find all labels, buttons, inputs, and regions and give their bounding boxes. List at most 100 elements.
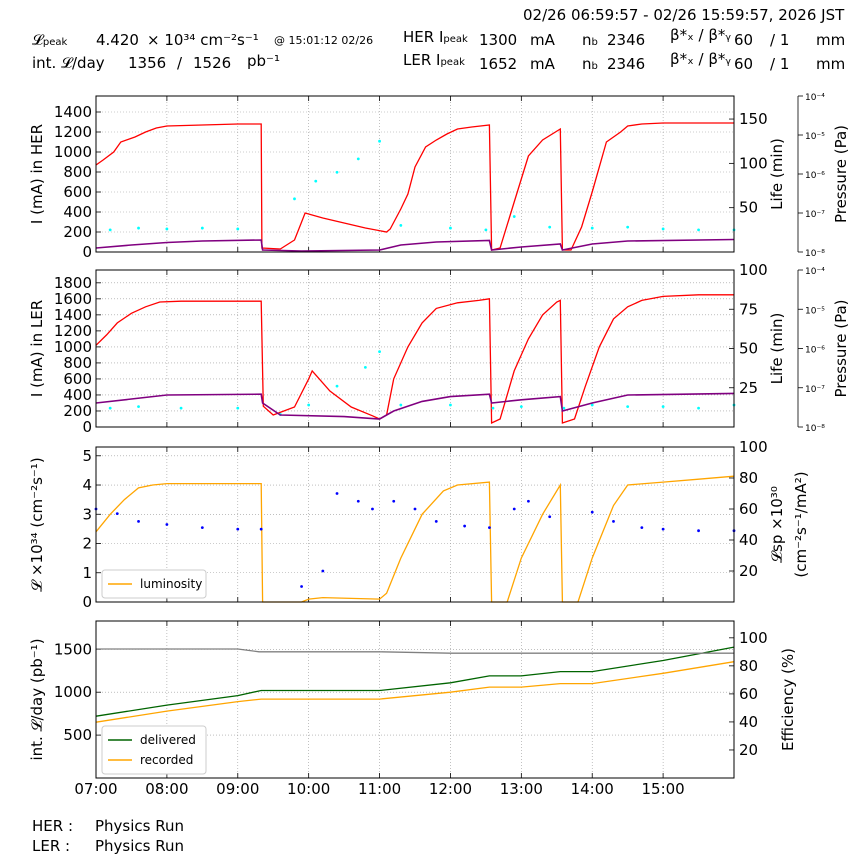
her-lifetime-point [626, 225, 630, 229]
ler-lifetime-point [363, 365, 367, 369]
her-lifetime-point [378, 139, 381, 143]
luminosity-specific_lumi-point [590, 510, 594, 514]
luminosity-ytick-label: 5 [82, 447, 92, 465]
her-nb-value: 2346 [607, 31, 646, 49]
x-tick-label: 09:00 [216, 780, 259, 798]
luminosity-specific_lumi-point [115, 512, 119, 516]
luminosity-ytick-right-label: 80 [739, 469, 758, 487]
her-lifetime-point [335, 170, 339, 174]
ler-pressure-tick-label: 10⁻⁵ [805, 306, 825, 316]
luminosity-ytick-right-label: 20 [739, 562, 758, 580]
ler-ytick-right-label: 25 [739, 379, 758, 397]
ler-lifetime-point [179, 406, 183, 410]
ler-ipeak-unit: mA [530, 55, 555, 73]
luminosity-specific_lumi-point [321, 569, 325, 573]
luminosity-specific_lumi-point [300, 585, 303, 588]
ler-lifetime-point [335, 384, 339, 388]
luminosity-specific_lumi-point [356, 499, 360, 503]
integrated-efficiency-line [96, 648, 734, 654]
her-lifetime-point [661, 227, 665, 231]
x-tick-label: 14:00 [571, 780, 614, 798]
her-ytick-label: 0 [82, 243, 92, 261]
ler-pressure-tick-label: 10⁻⁷ [805, 385, 825, 395]
her-frame [95, 95, 735, 253]
ler-beta-x: 60 [734, 55, 754, 73]
integrated-ytick-right-label: 20 [739, 741, 758, 759]
integrated-ytick-right-label: 80 [739, 657, 758, 675]
her-ytick-label: 800 [63, 163, 92, 181]
ler-ytick-right-label: 50 [739, 340, 758, 358]
ler-nb-label: nb [582, 55, 598, 73]
her-ylabel-right: Life (min) [768, 138, 786, 210]
her-ylabel: I (mA) in HER [28, 124, 46, 224]
her-lifetime-point [314, 179, 318, 183]
ler-frame [95, 269, 735, 428]
luminosity-specific_lumi-point [661, 527, 665, 531]
her-ytick-right-label: 150 [739, 110, 768, 128]
luminosity-specific_lumi-point [548, 515, 552, 519]
her-ipeak-subscript: peak [443, 34, 468, 45]
time-range: 02/26 06:59:57 - 02/26 15:59:57, 2026 JS… [523, 6, 845, 24]
intl-label: int. 𝓛/day [32, 54, 105, 72]
ler-lifetime-point [697, 406, 700, 410]
her-pressure-tick-label: 10⁻⁶ [805, 171, 825, 181]
her-pressure-tick-label: 10⁻⁴ [805, 93, 825, 103]
her-lifetime-point [484, 228, 488, 232]
lpeak-time: @ 15:01:12 02/26 [274, 34, 374, 47]
her-ytick-label: 600 [63, 183, 92, 201]
luminosity-specific_lumi-point [527, 499, 530, 503]
ler-beta-y: / 1 [770, 55, 790, 73]
her-ipeak-unit: mA [530, 31, 555, 49]
integrated-ytick-right-label: 60 [739, 685, 758, 703]
x-tick-label: 12:00 [429, 780, 472, 798]
ler-ipeak-subscript: peak [440, 57, 465, 68]
her-lifetime-point [399, 224, 403, 227]
ler-ytick-label: 0 [82, 418, 92, 436]
lpeak-value: 4.420 [96, 31, 139, 49]
ler-nb-value: 2346 [607, 55, 646, 73]
her-pressure-tick-label: 10⁻⁷ [805, 210, 825, 220]
x-tick-label: 15:00 [641, 780, 684, 798]
intl-separator: / [177, 54, 183, 72]
her-lifetime-point [137, 226, 140, 230]
ler-current-line [95, 294, 734, 425]
luminosity-specific_lumi-point [236, 527, 240, 531]
ler-lifetime-point [626, 405, 630, 408]
luminosity-specific_lumi-point [512, 507, 516, 511]
ler-lifetime-point [399, 403, 403, 407]
integrated-ylabel-right: Efficiency (%) [779, 648, 797, 751]
ler-ylabel: I (mA) in LER [28, 300, 46, 397]
lumi-ylabel-right-unit: (cm⁻²s⁻¹/mA²) [792, 471, 810, 577]
her-beta-label: β*ₓ / β*ᵧ [670, 26, 731, 44]
luminosity-specific_lumi-point [137, 520, 140, 523]
integrated-delivered-line [95, 646, 735, 717]
luminosity-specific_lumi-point [392, 499, 396, 503]
her-ylabel-far: Pressure (Pa) [832, 125, 850, 223]
luminosity-specific_lumi-point [434, 520, 438, 523]
her-lifetime-point [200, 226, 204, 230]
her-beta-y: / 1 [770, 31, 790, 49]
integrated-legend-label: recorded [140, 753, 193, 767]
luminosity-luminosity-line [95, 475, 735, 603]
her-nb-subscript: b [591, 37, 598, 48]
her-ytick-label: 400 [63, 203, 92, 221]
lpeak-label: 𝓛peak [32, 31, 68, 49]
luminosity-frame [95, 446, 735, 603]
luminosity-specific_lumi-point [371, 507, 374, 511]
her-beta-x: 60 [734, 31, 754, 49]
ler-ipeak-value: 1652 [479, 55, 518, 73]
ler-lifetime-point [378, 350, 381, 354]
her-ipeak-value: 1300 [479, 31, 518, 49]
her-ytick-label: 1000 [54, 143, 92, 161]
luminosity-ytick-right-label: 40 [739, 531, 758, 549]
luminosity-ytick-label: 3 [82, 505, 92, 523]
ler-lifetime-point [137, 405, 140, 408]
luminosity-ytick-label: 1 [82, 564, 92, 582]
her-lifetime-point [697, 228, 700, 232]
her-status-value: Physics Run [95, 817, 185, 835]
ler-lifetime-point [590, 403, 594, 407]
her-lifetime-point [356, 157, 360, 161]
integrated-frame [95, 620, 735, 779]
integrated-ytick-right-label: 40 [739, 713, 758, 731]
luminosity-specific_lumi-point [200, 526, 204, 529]
